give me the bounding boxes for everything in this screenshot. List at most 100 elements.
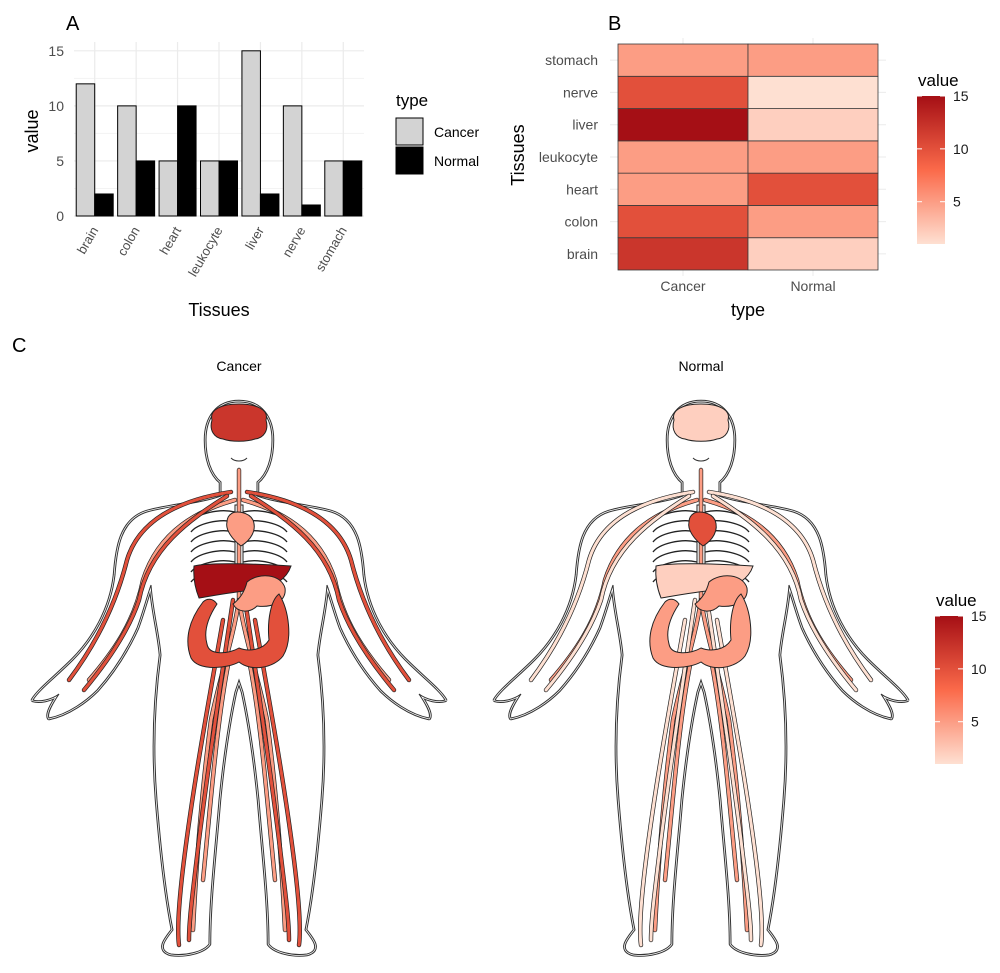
- heatmap-tile-normal-leukocyte: [747, 140, 879, 174]
- panel-c-colorbar-tick-label: 15: [971, 608, 987, 624]
- y-tick-label: leukocyte: [539, 149, 598, 165]
- heatmap-tile-cancer-leukocyte: [617, 140, 749, 174]
- rib-right: [242, 550, 288, 563]
- y-tick-label: heart: [566, 181, 598, 197]
- face-line: [230, 457, 248, 462]
- heatmap-tile-normal-nerve: [747, 75, 879, 109]
- panel-a-y-axis-title: value: [22, 109, 42, 152]
- heatmap-tile-normal-heart: [747, 172, 879, 206]
- tissue-nerve: [638, 618, 687, 947]
- panel-c-colorbar: value 5 10 15: [935, 591, 987, 764]
- heatmap-tile-cancer-heart: [617, 172, 749, 206]
- x-tick-label: liver: [242, 223, 267, 252]
- bar-cancer-nerve: [282, 105, 303, 217]
- panel-b-colorbar: value 5 10 15: [917, 71, 969, 244]
- panel-b-colorbar-tick-label: 5: [953, 194, 961, 210]
- tissue-nerve: [67, 490, 233, 682]
- panel-c-colorbar-title: value: [936, 591, 977, 610]
- bar-normal-colon: [135, 160, 156, 217]
- legend-key-cancer: [395, 117, 424, 146]
- panel-a-x-ticks: brain colon heart leukocyte liver nerve stomac…: [74, 223, 350, 279]
- tissue-nerve: [82, 494, 229, 692]
- facet-title-normal: Normal: [678, 358, 723, 374]
- tissue-nerve: [544, 494, 691, 692]
- x-tick-label: Cancer: [660, 278, 705, 294]
- tissue-leukocyte: [663, 658, 693, 882]
- heatmap-tile-cancer-brain: [617, 237, 749, 271]
- tissue-nerve: [715, 618, 764, 947]
- bar-normal-leukocyte: [218, 160, 238, 217]
- tissue-leukocyte: [247, 658, 277, 882]
- panel-b: B brain colon heart leukocyte liver nerve stom…: [508, 13, 969, 320]
- rib-left: [190, 560, 236, 573]
- tissue-brain: [210, 403, 268, 442]
- y-tick-label: brain: [567, 246, 598, 262]
- tissue-nerve: [253, 618, 302, 947]
- x-tick-label: brain: [74, 224, 101, 257]
- panel-b-tiles: [617, 43, 879, 271]
- x-tick-label: stomach: [312, 224, 350, 274]
- panel-b-colorbar-tick-label: 15: [953, 88, 969, 104]
- tissue-colon: [649, 593, 752, 669]
- panel-c-label: C: [12, 335, 26, 357]
- heatmap-tile-normal-colon: [747, 205, 879, 239]
- tissue-nerve: [711, 494, 858, 692]
- heatmap-tile-normal-brain: [747, 237, 879, 271]
- panel-b-colorbar-gradient: [917, 96, 945, 244]
- bar-normal-liver: [259, 193, 280, 217]
- y-tick-label: colon: [565, 214, 598, 230]
- y-tick-label: 15: [48, 43, 64, 59]
- heatmap-tile-cancer-nerve: [617, 75, 749, 109]
- panel-a-label: A: [66, 13, 80, 35]
- rib-left: [190, 550, 236, 563]
- panel-b-x-axis-title: type: [731, 300, 765, 320]
- y-tick-label: 0: [56, 208, 64, 224]
- heatmap-tile-cancer-liver: [617, 108, 749, 142]
- panel-b-colorbar-tick-label: 10: [953, 141, 969, 157]
- tissue-stomach: [694, 575, 748, 612]
- y-tick-label: stomach: [545, 52, 598, 68]
- tissue-brain: [672, 403, 730, 442]
- legend-key-normal: [395, 146, 424, 175]
- bar-normal-heart: [177, 105, 197, 217]
- tissue-colon: [187, 593, 290, 669]
- bar-cancer-leukocyte: [200, 160, 220, 217]
- panel-a-legend: type Cancer Normal: [395, 91, 479, 175]
- panel-c-colorbar-gradient: [935, 616, 963, 764]
- tissue-leukocyte: [201, 658, 231, 882]
- panel-a-y-ticks: 0 5 10 15: [48, 43, 64, 224]
- facet-title-cancer: Cancer: [216, 358, 261, 374]
- legend-label-cancer: Cancer: [434, 124, 479, 140]
- rib-left: [652, 540, 698, 553]
- panel-a: A 0 5 10 15 brain colon heart leukocyte liver ne…: [22, 13, 479, 320]
- heatmap-tile-cancer-stomach: [617, 43, 749, 77]
- face-line: [692, 457, 710, 462]
- tissue-stomach: [232, 575, 286, 612]
- tissue-nerve: [529, 490, 695, 682]
- bar-cancer-brain: [75, 83, 96, 217]
- y-tick-label: nerve: [563, 84, 598, 100]
- panel-a-legend-title: type: [396, 91, 428, 110]
- bar-normal-nerve: [301, 204, 321, 217]
- x-tick-label: leukocyte: [185, 224, 225, 279]
- bar-normal-brain: [94, 193, 114, 217]
- bar-cancer-colon: [117, 105, 137, 217]
- tissue-heart: [226, 511, 255, 547]
- rib-left: [652, 550, 698, 563]
- x-tick-label: heart: [156, 224, 184, 257]
- x-tick-label: colon: [114, 224, 143, 258]
- panel-b-y-axis-title: Tissues: [508, 124, 528, 185]
- x-tick-label: Normal: [790, 278, 835, 294]
- panel-a-x-axis-title: Tissues: [188, 300, 249, 320]
- bar-cancer-stomach: [324, 160, 344, 217]
- tissue-leukocyte: [709, 658, 739, 882]
- tissue-heart: [688, 511, 717, 547]
- bar-cancer-liver: [241, 50, 261, 217]
- panel-c-colorbar-tick-label: 5: [971, 714, 979, 730]
- tissue-nerve: [245, 490, 411, 682]
- tissue-nerve: [707, 490, 873, 682]
- anatomogram-normal: [492, 399, 910, 957]
- panel-b-colorbar-title: value: [918, 71, 959, 90]
- rib-right: [704, 550, 750, 563]
- rib-left: [190, 540, 236, 553]
